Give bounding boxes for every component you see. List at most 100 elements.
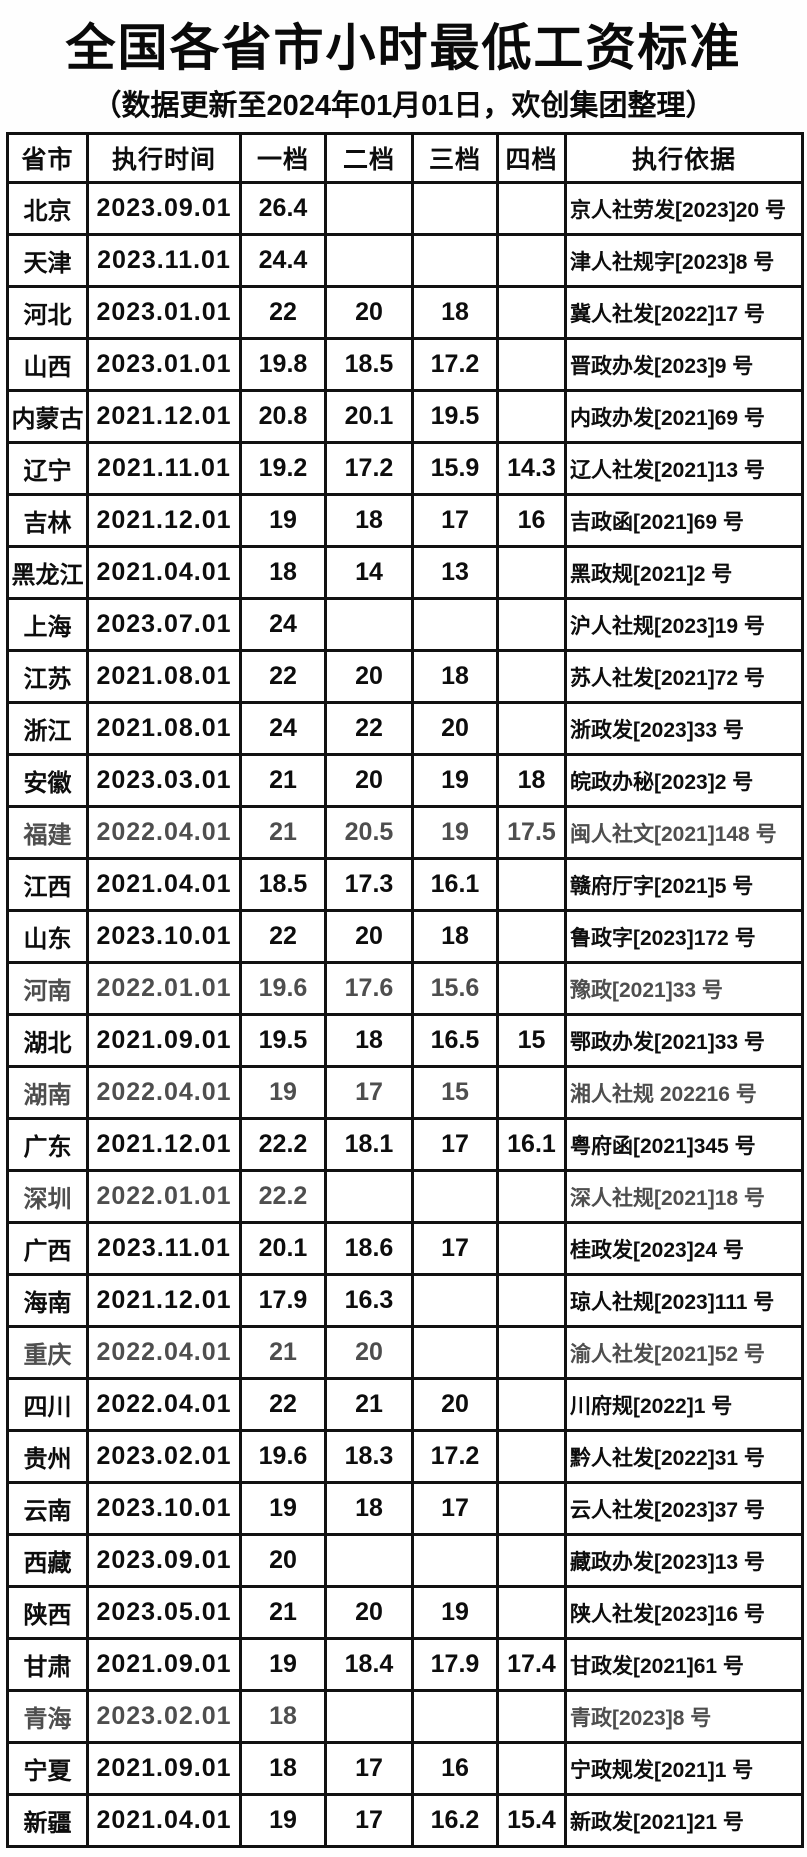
cell-tier4: 18: [496, 753, 567, 808]
cell-tier1: 21: [239, 805, 327, 860]
cell-tier2: 17: [324, 1741, 414, 1796]
cell-tier4: 17.5: [496, 805, 567, 860]
cell-tier2: 20: [324, 909, 414, 964]
cell-tier2: [324, 1169, 414, 1224]
cell-tier1: 18: [239, 545, 327, 600]
cell-tier3: [411, 1325, 499, 1380]
cell-tier4: [496, 337, 567, 392]
cell-province: 湖北: [6, 1013, 89, 1068]
table-row: 青海 2023.02.01 18 青政[2023]8 号: [6, 1689, 804, 1744]
table-row: 湖北 2021.09.01 19.5 18 16.5 15 鄂政办发[2021]33 号: [6, 1013, 804, 1068]
cell-date: 2023.02.01: [86, 1689, 242, 1744]
table-row: 陕西 2023.05.01 21 20 19 陕人社发[2023]16 号: [6, 1585, 804, 1640]
table-row: 海南 2021.12.01 17.9 16.3 琼人社规[2023]111 号: [6, 1273, 804, 1328]
cell-tier1: 21: [239, 753, 327, 808]
cell-date: 2021.08.01: [86, 701, 242, 756]
table-row: 湖南 2022.04.01 19 17 15 湘人社规 202216 号: [6, 1065, 804, 1120]
table-row: 吉林 2021.12.01 19 18 17 16 吉政函[2021]69 号: [6, 493, 804, 548]
cell-date: 2022.04.01: [86, 1377, 242, 1432]
cell-tier1: 22: [239, 285, 327, 340]
cell-tier1: 17.9: [239, 1273, 327, 1328]
cell-tier1: 19.6: [239, 961, 327, 1016]
cell-tier4: [496, 701, 567, 756]
cell-tier1: 24: [239, 597, 327, 652]
cell-tier1: 19: [239, 1637, 327, 1692]
cell-tier2: [324, 1689, 414, 1744]
cell-basis: 鄂政办发[2021]33 号: [564, 1013, 804, 1068]
cell-date: 2021.12.01: [86, 389, 242, 444]
cell-tier1: 19: [239, 1793, 327, 1848]
cell-tier2: 20.1: [324, 389, 414, 444]
table-row: 甘肃 2021.09.01 19 18.4 17.9 17.4 甘政发[2021]61 号: [6, 1637, 804, 1692]
cell-province: 河南: [6, 961, 89, 1016]
cell-basis: 豫政[2021]33 号: [564, 961, 804, 1016]
cell-province: 海南: [6, 1273, 89, 1328]
cell-date: 2021.09.01: [86, 1741, 242, 1796]
cell-tier3: 18: [411, 285, 499, 340]
cell-tier4: 16.1: [496, 1117, 567, 1172]
cell-province: 上海: [6, 597, 89, 652]
cell-tier4: [496, 1221, 567, 1276]
cell-tier2: 20: [324, 649, 414, 704]
cell-province: 四川: [6, 1377, 89, 1432]
table-row: 广西 2023.11.01 20.1 18.6 17 桂政发[2023]24 号: [6, 1221, 804, 1276]
cell-tier2: 20: [324, 1325, 414, 1380]
cell-basis: 闽人社文[2021]148 号: [564, 805, 804, 860]
table-row: 西藏 2023.09.01 20 藏政办发[2023]13 号: [6, 1533, 804, 1588]
cell-tier3: 17: [411, 1117, 499, 1172]
cell-basis: 津人社规字[2023]8 号: [564, 233, 804, 288]
cell-tier2: [324, 597, 414, 652]
column-header: 省市: [6, 132, 89, 184]
cell-date: 2021.04.01: [86, 1793, 242, 1848]
cell-tier2: 20.5: [324, 805, 414, 860]
cell-tier1: 18.5: [239, 857, 327, 912]
cell-tier4: [496, 649, 567, 704]
cell-tier4: [496, 1065, 567, 1120]
cell-tier2: 20: [324, 285, 414, 340]
cell-tier3: 13: [411, 545, 499, 600]
cell-tier4: [496, 597, 567, 652]
cell-tier4: 17.4: [496, 1637, 567, 1692]
cell-tier4: 15.4: [496, 1793, 567, 1848]
cell-basis: 甘政发[2021]61 号: [564, 1637, 804, 1692]
cell-tier3: [411, 1273, 499, 1328]
cell-tier4: [496, 909, 567, 964]
cell-tier4: [496, 1481, 567, 1536]
column-header: 一档: [239, 132, 327, 184]
cell-tier1: 21: [239, 1325, 327, 1380]
cell-basis: 青政[2023]8 号: [564, 1689, 804, 1744]
minimum-wage-table: 省市 执行时间 一档 二档 三档 四档 执行依据 北京 2023.09.01 26.4 京人社劳发…: [6, 132, 804, 1848]
cell-province: 辽宁: [6, 441, 89, 496]
cell-tier3: 16: [411, 1741, 499, 1796]
cell-province: 天津: [6, 233, 89, 288]
header-row: 省市 执行时间 一档 二档 三档 四档 执行依据: [6, 132, 804, 184]
cell-tier3: 16.5: [411, 1013, 499, 1068]
cell-tier4: [496, 1533, 567, 1588]
cell-tier2: 18: [324, 1481, 414, 1536]
table-row: 上海 2023.07.01 24 沪人社规[2023]19 号: [6, 597, 804, 652]
cell-tier1: 22.2: [239, 1117, 327, 1172]
cell-date: 2023.05.01: [86, 1585, 242, 1640]
table-row: 内蒙古 2021.12.01 20.8 20.1 19.5 内政办发[2021]69 号: [6, 389, 804, 444]
cell-tier1: 20.8: [239, 389, 327, 444]
cell-tier3: 15: [411, 1065, 499, 1120]
cell-tier2: [324, 181, 414, 236]
cell-tier2: 18.5: [324, 337, 414, 392]
cell-tier1: 19.8: [239, 337, 327, 392]
table-row: 天津 2023.11.01 24.4 津人社规字[2023]8 号: [6, 233, 804, 288]
cell-province: 重庆: [6, 1325, 89, 1380]
cell-basis: 黔人社发[2022]31 号: [564, 1429, 804, 1484]
cell-province: 青海: [6, 1689, 89, 1744]
cell-tier2: 17.6: [324, 961, 414, 1016]
cell-province: 山西: [6, 337, 89, 392]
cell-basis: 浙政发[2023]33 号: [564, 701, 804, 756]
table-row: 新疆 2021.04.01 19 17 16.2 15.4 新政发[2021]21 号: [6, 1793, 804, 1848]
cell-tier2: 17.3: [324, 857, 414, 912]
cell-basis: 内政办发[2021]69 号: [564, 389, 804, 444]
cell-province: 福建: [6, 805, 89, 860]
cell-tier2: 18.3: [324, 1429, 414, 1484]
cell-tier4: [496, 1325, 567, 1380]
table-row: 山东 2023.10.01 22 20 18 鲁政字[2023]172 号: [6, 909, 804, 964]
cell-tier3: [411, 597, 499, 652]
cell-date: 2022.04.01: [86, 1325, 242, 1380]
